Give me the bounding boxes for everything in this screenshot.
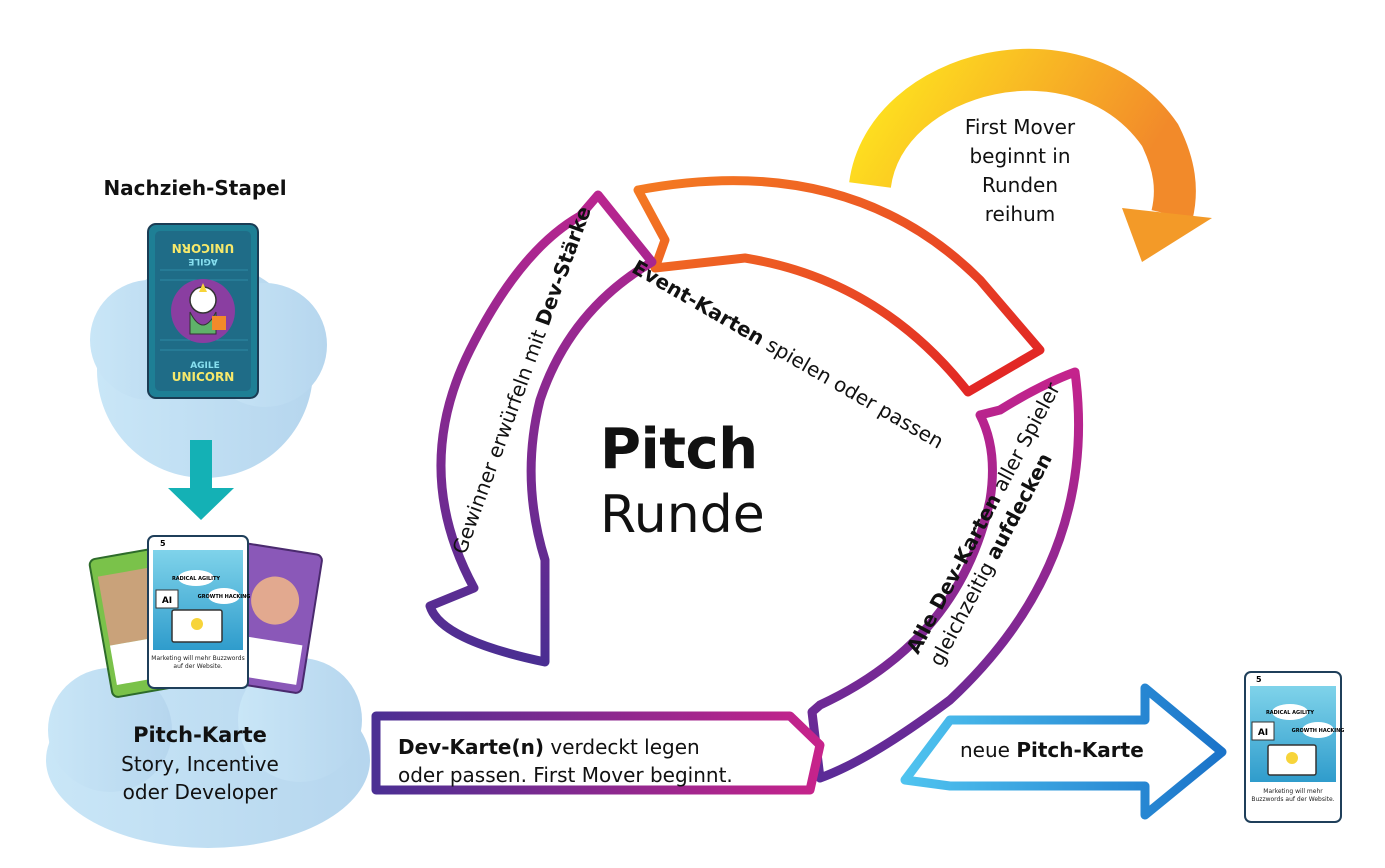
dev-step-normal1: verdeckt legen	[544, 735, 700, 759]
draw-down-arrow	[168, 440, 234, 520]
new-pitch-card[interactable]	[1244, 671, 1342, 823]
pitch-card-buzz-3: AI	[162, 596, 172, 606]
pitch-card-label: Pitch-Karte Story, Incentive oder Develo…	[70, 721, 330, 806]
dev-step-bold: Dev-Karte(n)	[398, 735, 545, 759]
new-card-buzz-1: RADICAL AGILITY	[1266, 710, 1314, 716]
pitch-card-fan[interactable]	[88, 535, 323, 698]
pitch-card-cloud	[46, 658, 370, 848]
center-title-regular: Runde	[600, 485, 765, 545]
first-mover-arrow	[849, 48, 1212, 262]
draw-pile-title: Nachzieh-Stapel	[103, 176, 287, 200]
event-step-arrow	[633, 176, 1045, 397]
pitch-card-line1: Story, Incentive	[121, 752, 279, 777]
dev-step-normal2: oder passen. First Mover beginnt.	[398, 763, 733, 787]
new-card-buzz-2: GROWTH HACKING	[1292, 728, 1345, 734]
pitch-card-buzz-1: RADICAL AGILITY	[172, 576, 220, 582]
center-title-bold: Pitch	[600, 417, 758, 482]
draw-pile-brand-top-small: AGILE	[188, 256, 218, 266]
new-card-buzz-3: AI	[1258, 728, 1268, 738]
pitch-card-line2: oder Developer	[122, 780, 278, 805]
new-pitch-bold: Pitch-Karte	[1016, 738, 1144, 762]
new-pitch-text: neue Pitch-Karte	[960, 738, 1210, 763]
center-title: Pitch Runde	[600, 415, 900, 548]
first-mover-line2: beginnt in Runden	[969, 144, 1071, 197]
first-mover-line1: First Mover	[964, 115, 1076, 139]
draw-pile-brand-top: UNICORN	[172, 241, 235, 255]
dev-step-text: Dev-Karte(n) verdeckt legen oder passen.…	[398, 733, 798, 789]
draw-pile-brand-bottom: UNICORN	[172, 370, 235, 384]
reveal-step-arrow	[807, 367, 1084, 783]
draw-pile-card[interactable]	[147, 223, 259, 399]
winner-step-arrow	[425, 190, 657, 667]
draw-pile-brand-bottom-small: AGILE	[190, 361, 220, 371]
dev-step-arrow	[371, 711, 825, 795]
new-pitch-arrow	[900, 683, 1227, 820]
new-pitch-normal: neue	[960, 738, 1017, 762]
pitch-card-title: Pitch-Karte	[133, 723, 267, 747]
first-mover-note: First Mover beginnt in Runden reihum	[930, 113, 1110, 229]
new-card-value: 5	[1256, 675, 1262, 684]
pitch-card-value: 5	[160, 539, 166, 548]
pitch-card-buzz-2: GROWTH HACKING	[198, 594, 251, 600]
new-card-text: Marketing will mehr Buzzwords auf der We…	[1251, 788, 1335, 803]
pitch-card-text: Marketing will mehr Buzzwords auf der We…	[151, 655, 245, 670]
first-mover-line3: reihum	[984, 202, 1056, 226]
